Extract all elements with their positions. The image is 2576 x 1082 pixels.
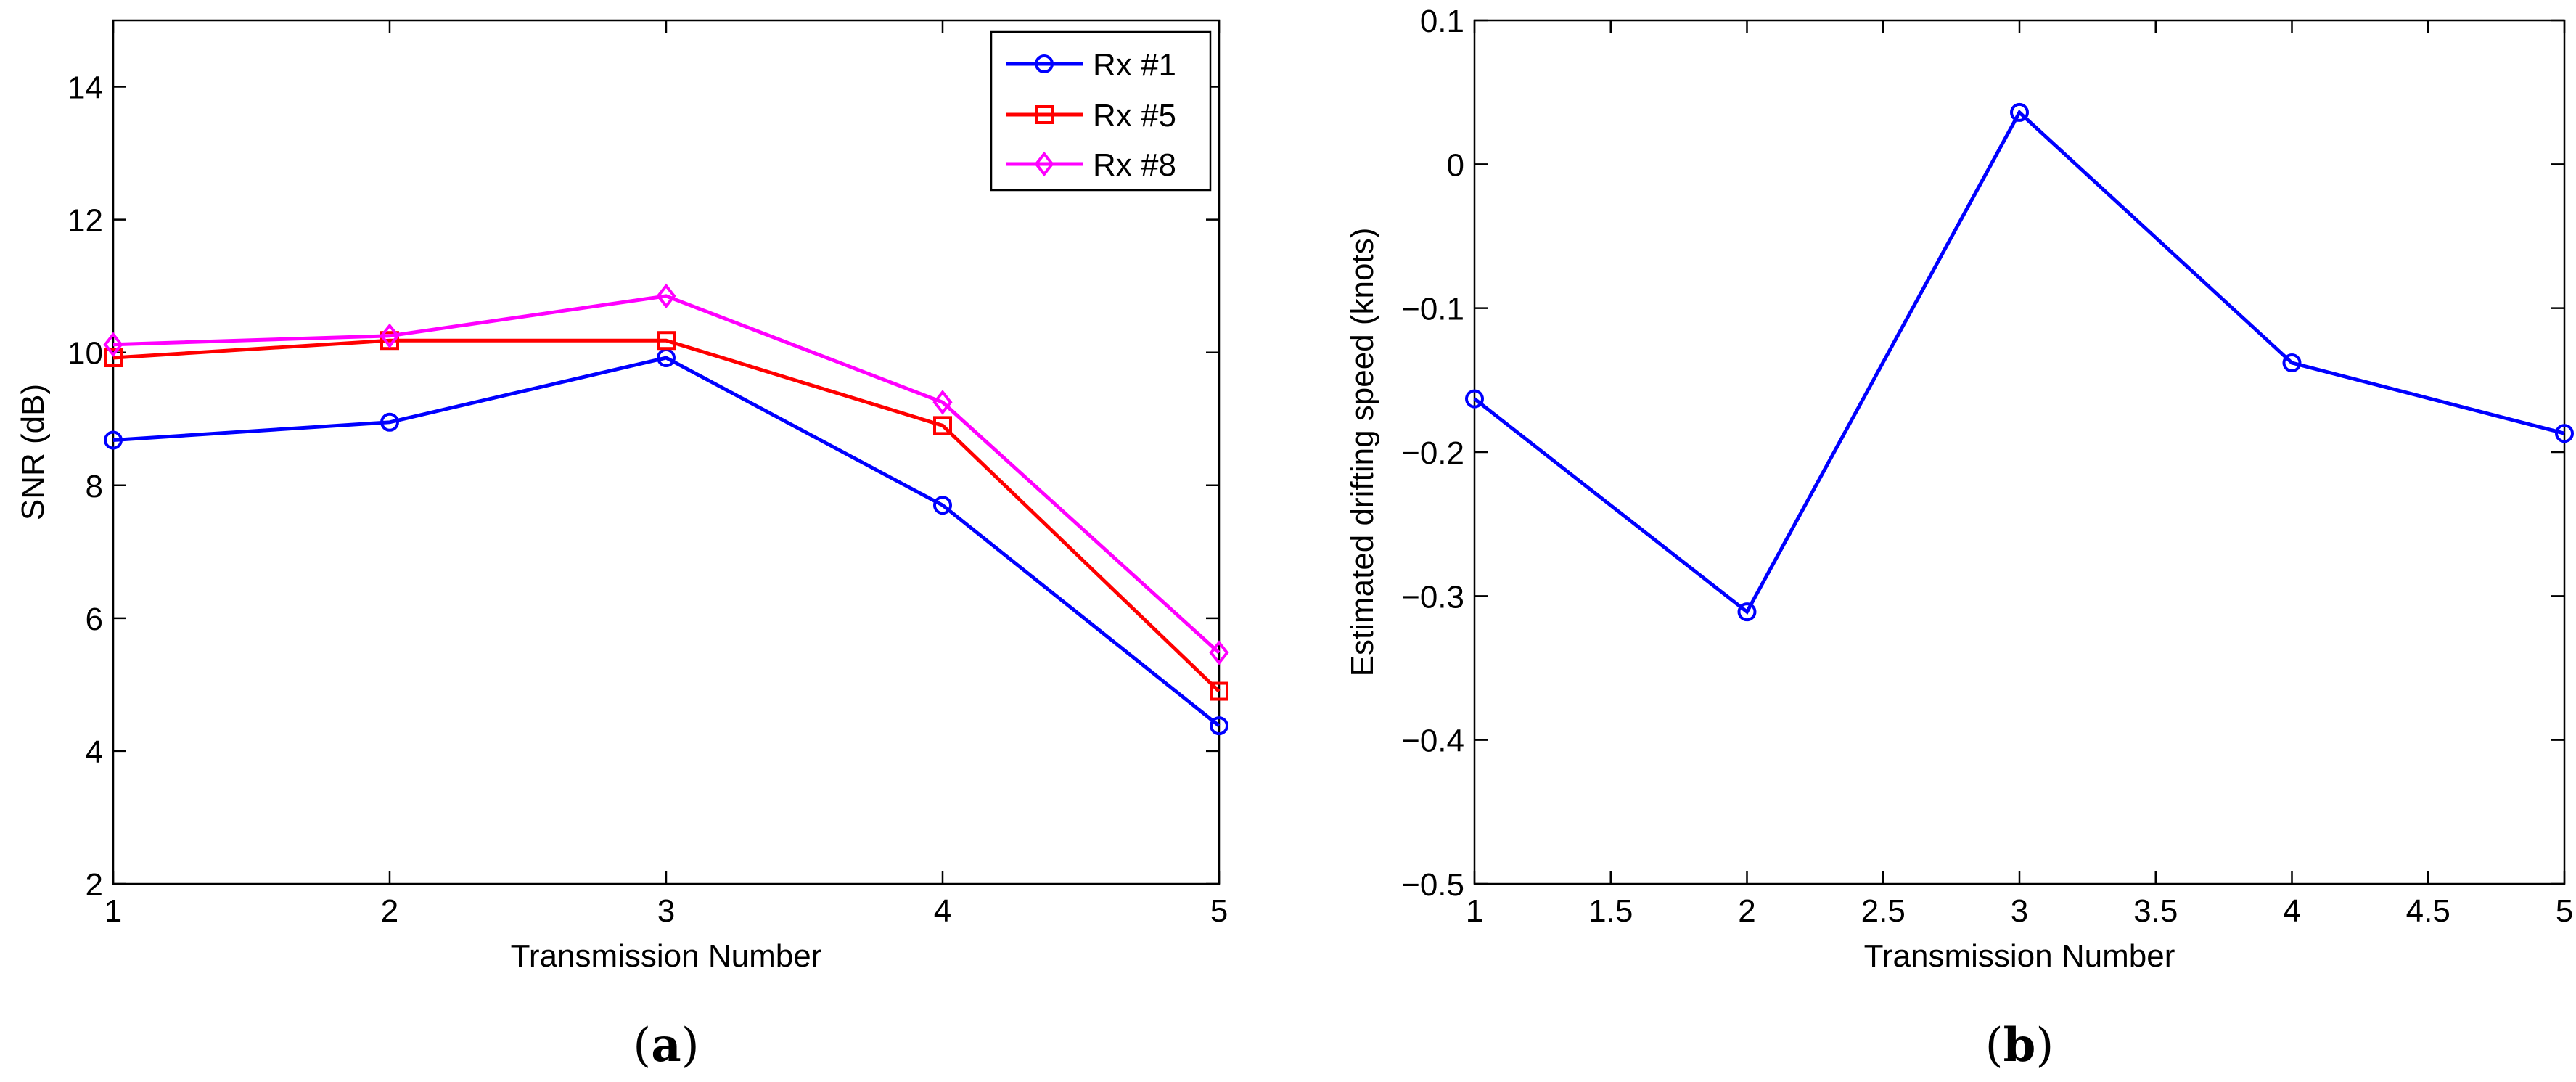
chart-a-series-1-point-2	[657, 331, 676, 351]
chart-b-xtick-label-7: 4.5	[2406, 893, 2450, 929]
chart-b-xtick-label-5: 3.5	[2133, 893, 2178, 929]
chart-a-series-0-point-1	[380, 412, 399, 432]
chart-b-series-0-point-0	[1465, 389, 1484, 409]
chart-b-plot-area	[1473, 19, 2566, 885]
chart-a-series-0-point-3	[933, 496, 952, 515]
legend-label-rx5: Rx #5	[1093, 98, 1176, 134]
chart-a-x-axis-label: Transmission Number	[511, 938, 822, 974]
chart-b-ytick-label-2: −0.3	[1401, 579, 1464, 615]
chart-a-series-2-line	[112, 294, 1221, 655]
chart-a-ytick-label-2: 6	[86, 602, 103, 637]
chart-a-y-axis-label: SNR (dB)	[15, 384, 51, 520]
chart-b-drift-speed: 1 1.5 2 2.5 3 3.5 4 4.5 5 −0.5 −0.4 −0.3 −0.2 −0.1 0 0…	[1345, 4, 2574, 1073]
chart-a-panel-open: (	[633, 1019, 651, 1073]
chart-b-series-0-point-3	[2282, 353, 2302, 373]
chart-a-xtick-label-1: 2	[381, 893, 398, 929]
chart-a-series-1-point-1	[380, 331, 399, 351]
chart-a-xtick-label-2: 3	[657, 893, 675, 929]
chart-a-legend: Rx #1 Rx #5 Rx #8	[990, 30, 1212, 192]
chart-b-ytick-label-1: −0.4	[1401, 724, 1464, 759]
chart-a-y-tick-labels: 2 4 6 8 10 12 14	[67, 70, 103, 903]
chart-a-series	[103, 283, 1229, 736]
chart-a-ytick-label-6: 14	[67, 70, 103, 106]
chart-b-xtick-label-6: 4	[2283, 893, 2300, 929]
chart-a-series-1-point-4	[1210, 681, 1228, 701]
chart-a-xtick-label-0: 1	[104, 893, 122, 929]
chart-a-ytick-label-4: 10	[67, 336, 103, 372]
chart-a-ytick-label-0: 2	[86, 867, 103, 903]
chart-b-xtick-label-8: 5	[2556, 893, 2573, 929]
chart-b-xtick-label-3: 2.5	[1861, 893, 1906, 929]
chart-b-xtick-label-1: 1.5	[1588, 893, 1633, 929]
chart-b-ytick-label-3: −0.2	[1401, 435, 1464, 471]
chart-a-series-1-line	[112, 338, 1221, 693]
chart-b-panel-close: )	[2035, 1019, 2054, 1073]
chart-a-series-2-point-1	[380, 323, 400, 349]
chart-a-panel-close: )	[681, 1019, 700, 1073]
chart-a-series-2-point-3	[932, 390, 953, 415]
chart-b-ytick-label-0: −0.5	[1401, 867, 1464, 903]
legend-marker-rx5	[1035, 105, 1054, 124]
chart-b-xtick-label-4: 3	[2011, 893, 2028, 929]
chart-a-series-0-line	[112, 356, 1221, 728]
chart-b-ytick-label-5: 0	[1447, 147, 1464, 183]
chart-b-y-axis-label: Estimated drifting speed (knots)	[1345, 228, 1380, 677]
chart-a-series-1-point-0	[104, 348, 123, 368]
chart-a-series-1-point-3	[933, 416, 952, 435]
chart-a-series-0-point-0	[104, 430, 123, 450]
chart-b-xtick-label-2: 2	[1738, 893, 1755, 929]
chart-b-ytick-label-6: 0.1	[1420, 4, 1464, 39]
chart-b-series-0-point-1	[1737, 602, 1757, 622]
chart-a-panel-letter: a	[651, 1018, 681, 1073]
legend-entry-rx1: Rx #1	[1006, 47, 1176, 83]
chart-b-y-tick-labels: −0.5 −0.4 −0.3 −0.2 −0.1 0 0.1	[1401, 4, 1464, 903]
chart-b-ytick-label-4: −0.1	[1401, 292, 1464, 327]
chart-b-series-0-point-4	[2555, 424, 2574, 443]
chart-b-panel-label: (b)	[1985, 1018, 2054, 1073]
chart-a-series-2-point-0	[103, 332, 123, 357]
chart-a-xtick-label-4: 5	[1210, 893, 1228, 929]
chart-b-panel-letter: b	[2003, 1018, 2036, 1073]
chart-b-series-0-line	[1473, 109, 2565, 615]
chart-b-series-0-point-2	[2010, 102, 2029, 122]
legend-entry-rx8: Rx #8	[1006, 147, 1176, 183]
chart-b-x-tick-labels: 1 1.5 2 2.5 3 3.5 4 4.5 5	[1466, 893, 2573, 929]
chart-a-panel-label: (a)	[633, 1018, 699, 1073]
chart-a-xtick-label-3: 4	[934, 893, 951, 929]
chart-b-xtick-label-0: 1	[1466, 893, 1483, 929]
legend-label-rx1: Rx #1	[1093, 47, 1176, 83]
chart-a-ytick-label-3: 8	[86, 469, 103, 504]
legend-label-rx8: Rx #8	[1093, 147, 1176, 183]
legend-entry-rx5: Rx #5	[1006, 98, 1176, 134]
chart-a-ytick-label-5: 12	[67, 203, 103, 239]
chart-a-x-tick-labels: 1 2 3 4 5	[104, 893, 1228, 929]
chart-b-series	[1465, 102, 2574, 622]
chart-b-panel-open: (	[1985, 1019, 2003, 1073]
chart-a-ytick-label-1: 4	[86, 734, 103, 770]
chart-a-series-2-point-4	[1209, 640, 1229, 665]
chart-b-ticks	[1473, 19, 2566, 885]
chart-a-series-2-point-2	[656, 283, 676, 309]
legend-marker-rx1	[1035, 54, 1054, 73]
legend-marker-rx8	[1034, 151, 1054, 177]
chart-b-x-axis-label: Transmission Number	[1864, 938, 2175, 974]
chart-a-series-0-point-4	[1210, 716, 1228, 736]
